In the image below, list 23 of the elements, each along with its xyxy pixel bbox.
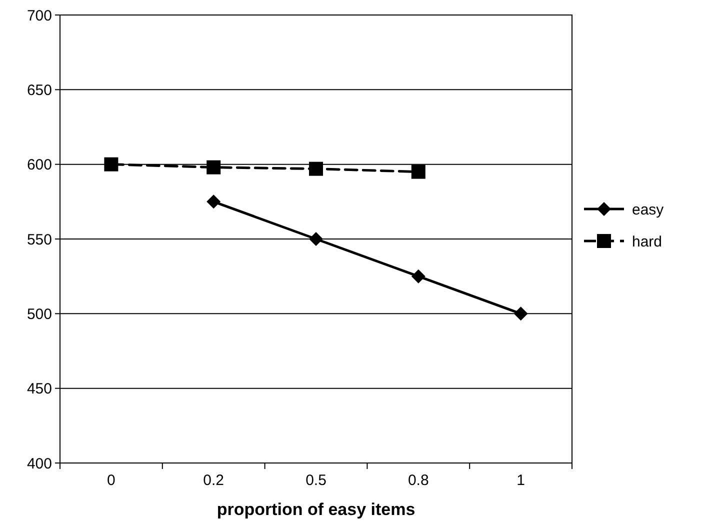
y-tick-label: 550 [26,231,52,248]
y-tick-label: 700 [26,7,52,24]
legend-label: hard [632,233,662,250]
y-tick-label: 500 [26,306,52,323]
x-tick-label: 1 [516,472,525,489]
x-tick-label: 0.2 [203,472,224,489]
x-tick-label: 0.5 [306,472,326,489]
y-tick-label: 600 [26,156,52,174]
point [309,162,323,176]
point [206,160,221,174]
point [206,194,221,209]
y-tick-label: 650 [26,82,52,99]
x-axis-title: proportion of easy items [216,500,416,519]
point [309,232,323,246]
y-tick-label: 450 [26,380,52,398]
legend-label: easy [632,201,664,218]
y-tick-label: 400 [26,455,52,472]
x-tick-label: 0 [107,472,116,489]
point [411,164,426,179]
x-tick-label: 0.8 [408,472,429,489]
point [104,157,118,172]
point [514,306,528,321]
point [411,269,426,284]
